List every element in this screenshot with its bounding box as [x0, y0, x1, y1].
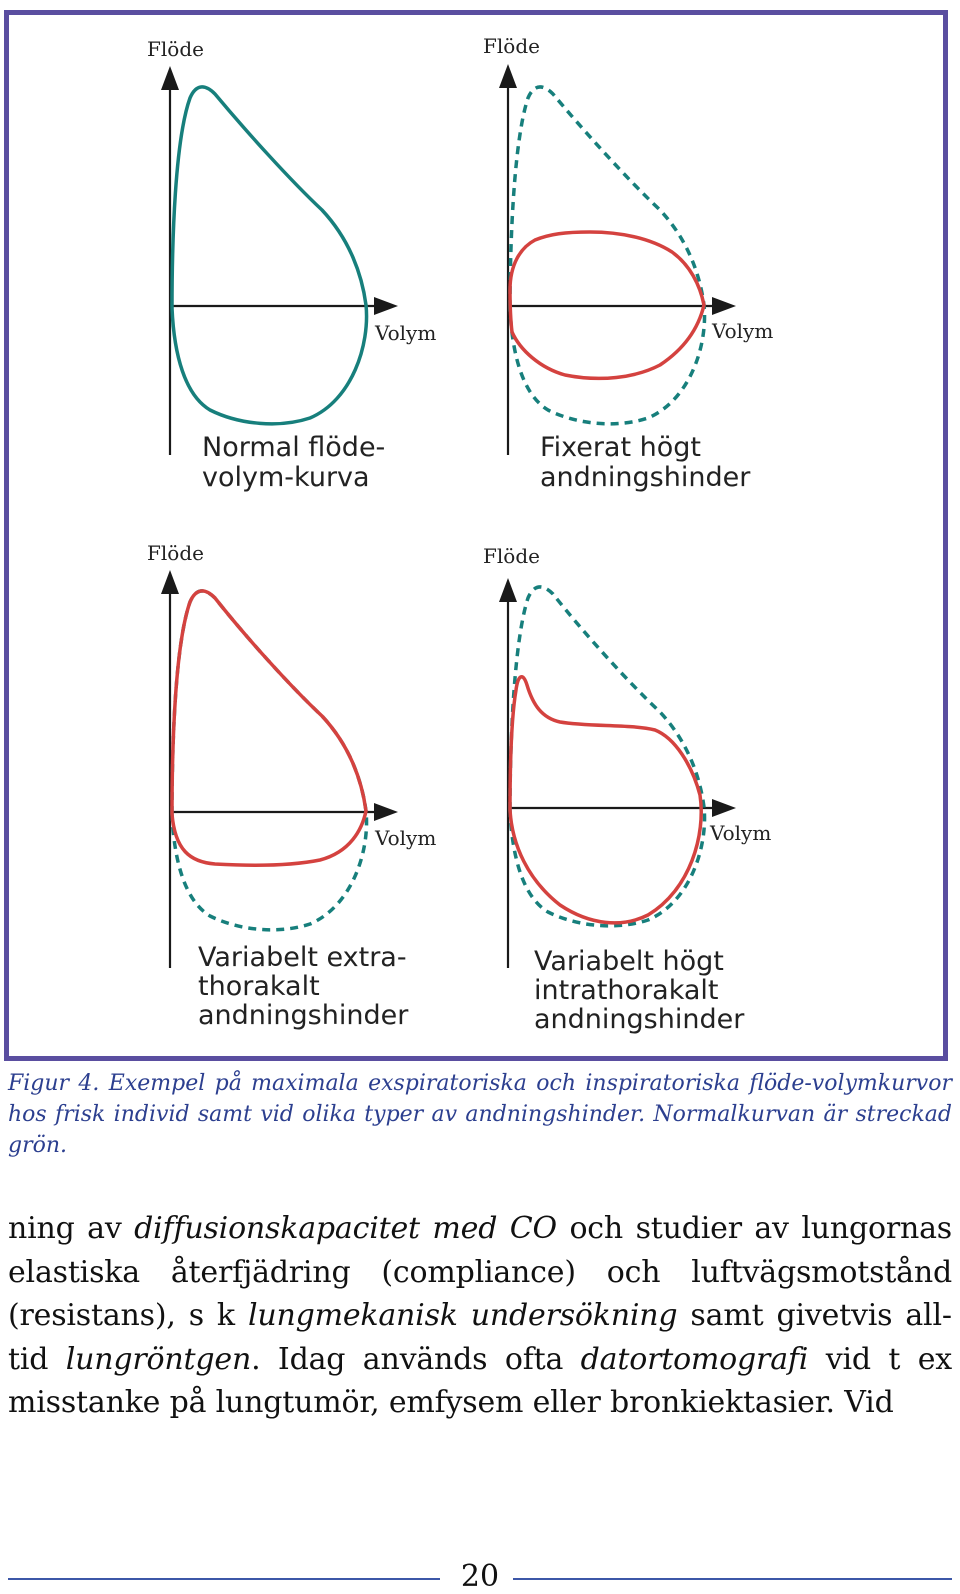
- panel-title-line: andningshinder: [540, 462, 751, 493]
- body-emphasis: lungröntgen: [65, 1341, 252, 1377]
- y-axis-arrow-icon: [161, 66, 179, 90]
- y-axis-label: Flöde: [483, 544, 540, 568]
- y-axis-label: Flöde: [147, 37, 204, 61]
- y-axis-arrow-icon: [161, 570, 179, 594]
- panel-variable-extrathoracic: Flöde Volym Variabelt extra- thorakalt a…: [147, 541, 436, 1031]
- page-number: 20: [0, 1559, 960, 1594]
- x-axis-label: Volym: [709, 821, 771, 845]
- panel-title-line: Variabelt högt: [534, 946, 724, 977]
- panel-title-line: Fixerat högt: [540, 432, 701, 463]
- obstructed-curve: [508, 675, 703, 925]
- figure-caption: Figur 4. Exempel på maximala exspiratori…: [8, 1071, 952, 1158]
- panel-variable-intrathoracic: Flöde Volym Variabelt högt intrathorakal…: [483, 544, 771, 1035]
- panel-title-line: volym-kurva: [202, 462, 370, 493]
- svg-text:Variabelt extra- thoraka: Variabelt extra- thorakalt andningshinde…: [198, 942, 415, 1031]
- body-emphasis: datortomografi: [580, 1341, 809, 1377]
- y-axis-arrow-icon: [499, 578, 517, 602]
- x-axis-label: Volym: [711, 319, 773, 343]
- normal-curve-dashed: [508, 85, 707, 426]
- svg-text:Fixerat högt andningshin: Fixerat högt andningshinder: [540, 432, 751, 493]
- body-text-run: och studier av lungornas elastiska återf…: [8, 1211, 952, 1333]
- body-paragraph: ning av diffusionskapacitet med CO och s…: [8, 1207, 952, 1425]
- x-axis-arrow-icon: [712, 297, 736, 315]
- figure-frame: [4, 10, 948, 1061]
- body-text-run: vid t ex misstanke på lungtumör, emfysem…: [8, 1341, 952, 1421]
- panel-title-line: andningshinder: [198, 1000, 409, 1031]
- footer-rule-right: [512, 1578, 952, 1580]
- footer-rule-left: [8, 1578, 440, 1580]
- body-text-run: samt givetvis all­tid: [8, 1298, 952, 1377]
- obstructed-curve: [508, 230, 706, 381]
- x-axis-label: Volym: [374, 826, 436, 850]
- body-emphasis: lungmekanisk undersökning: [247, 1298, 678, 1333]
- x-axis-arrow-icon: [374, 297, 398, 315]
- x-axis-arrow-icon: [374, 803, 398, 821]
- body-text-run: ning av: [8, 1211, 135, 1246]
- panel-title-line: andningshinder: [534, 1004, 745, 1035]
- panel-title-line: Variabelt extra-: [198, 942, 407, 973]
- x-axis-label: Volym: [374, 321, 436, 345]
- body-text-run: . Idag används ofta: [251, 1341, 581, 1377]
- obstructed-curve: [170, 589, 368, 867]
- svg-text:Normal flöde- volym-kurv: Normal flöde- volym-kurva: [202, 432, 394, 493]
- page-number-text: 20: [446, 1559, 514, 1594]
- flow-volume-figure: Flöde Volym Normal flöde- volym-kurva Fl…: [147, 34, 773, 1035]
- y-axis-arrow-icon: [499, 64, 517, 88]
- y-axis-label: Flöde: [147, 541, 204, 565]
- normal-curve-dashed: [170, 589, 369, 932]
- body-emphasis: diffusionskapacitet med CO: [134, 1211, 557, 1246]
- panel-fixed: Flöde Volym Fixerat högt andningshinder: [483, 34, 773, 493]
- svg-text:Variabelt högt intrathor: Variabelt högt intrathorakalt andningshi…: [534, 946, 745, 1035]
- panel-title-line: intrathorakalt: [534, 975, 719, 1006]
- panel-title-line: Normal flöde-: [202, 432, 385, 463]
- x-axis-arrow-icon: [712, 799, 736, 817]
- panel-normal: Flöde Volym Normal flöde- volym-kurva: [147, 37, 436, 493]
- normal-curve: [170, 85, 369, 426]
- y-axis-label: Flöde: [483, 34, 540, 58]
- panel-title-line: thorakalt: [198, 971, 320, 1002]
- normal-curve-dashed: [508, 585, 707, 928]
